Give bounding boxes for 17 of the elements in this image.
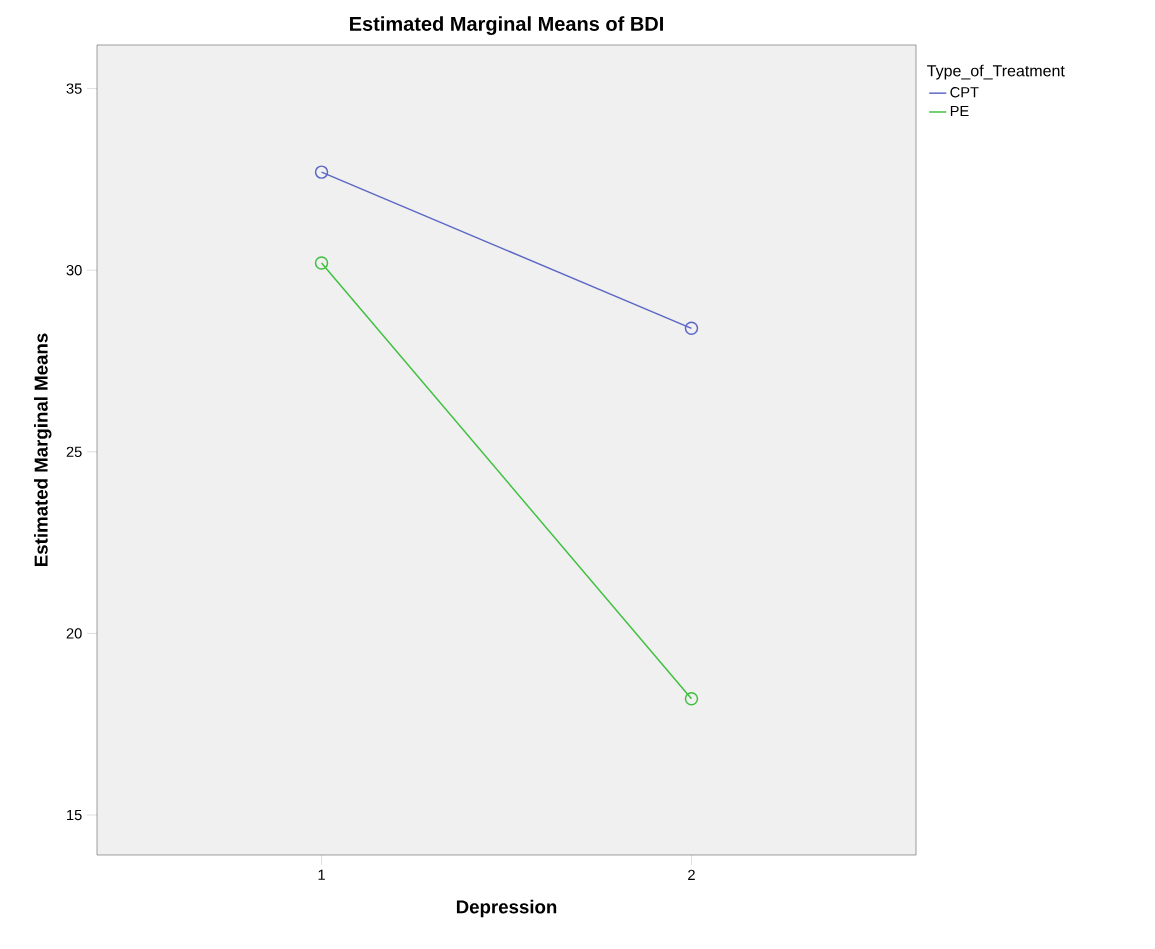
y-tick-label: 30 (66, 265, 82, 276)
point (314, 256, 329, 270)
x-tick-label: 2 (688, 869, 695, 880)
x-tick-label: 1 (318, 869, 325, 880)
y-tick-label: 15 (67, 809, 82, 821)
y-tick-label: 35 (66, 83, 82, 94)
point (314, 165, 329, 179)
y-axis-title: Estimated Marginal Means (34, 333, 52, 566)
legend-title: Type_of_Treatment (927, 64, 1065, 80)
legend-label: PE (950, 105, 969, 117)
point (684, 692, 699, 706)
point (684, 321, 699, 336)
legend-label: CPT (950, 87, 979, 98)
y-tick-label: 20 (66, 628, 82, 639)
x-axis-title: Depression (456, 899, 557, 918)
chart-title: Estimated Marginal Means of BDI (350, 16, 663, 35)
y-tick-label: 25 (66, 446, 82, 458)
